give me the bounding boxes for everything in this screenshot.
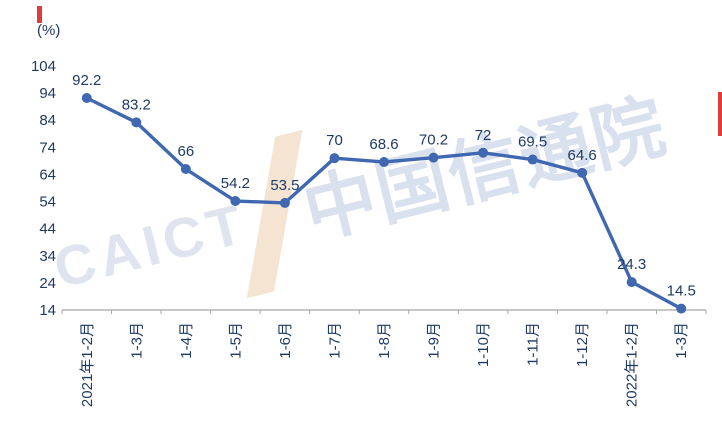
x-category-label: 1-6月 [277, 322, 294, 359]
x-category-label: 1-9月 [426, 322, 443, 359]
data-label: 70.2 [419, 132, 448, 149]
data-label: 14.5 [667, 283, 696, 300]
y-tick-label: 84 [39, 112, 56, 129]
y-tick-label: 94 [39, 85, 56, 102]
y-axis-unit-label: (%) [37, 22, 61, 39]
x-category-label: 1-3月 [673, 322, 690, 359]
data-label: 24.3 [617, 256, 646, 273]
y-tick-label: 34 [39, 248, 56, 265]
x-category-label: 1-12月 [574, 322, 591, 367]
x-category-label: 1-8月 [376, 322, 393, 359]
y-tick-label: 14 [39, 302, 56, 319]
x-category-label: 1-11月 [525, 322, 542, 366]
y-tick-label: 104 [31, 58, 56, 75]
data-label: 66 [178, 143, 195, 160]
data-point [81, 92, 92, 103]
data-label: 54.2 [221, 175, 250, 192]
data-label: 92.2 [72, 72, 101, 89]
x-category-label: 1-7月 [326, 322, 343, 359]
x-category-label: 2022年1-2月 [624, 322, 641, 407]
y-tick-label: 54 [39, 194, 56, 211]
data-point [131, 117, 142, 128]
data-point [478, 147, 489, 158]
data-label: 69.5 [518, 134, 547, 151]
data-point [428, 152, 439, 163]
x-category-label: 1-5月 [227, 322, 244, 359]
data-point [230, 196, 241, 207]
x-category-label: 2021年1-2月 [79, 322, 96, 407]
data-label: 70 [326, 132, 343, 149]
y-tick-label: 64 [39, 166, 56, 183]
x-category-label: 1-10月 [475, 322, 492, 367]
data-point [676, 303, 687, 314]
data-label: 72 [475, 127, 492, 144]
red-marker-right-edge [718, 92, 722, 136]
data-point [577, 167, 588, 178]
data-point [329, 153, 340, 164]
data-label: 64.6 [568, 147, 597, 164]
y-tick-label: 44 [39, 221, 56, 238]
trend-line [85, 96, 683, 311]
data-point [626, 277, 637, 288]
data-label: 53.5 [270, 177, 299, 194]
y-tick-label: 24 [39, 275, 56, 292]
data-label: 83.2 [122, 96, 151, 113]
data-point [527, 154, 538, 165]
x-category-label: 1-3月 [128, 322, 145, 359]
data-point [180, 164, 191, 175]
data-point [379, 156, 389, 167]
data-label: 68.6 [369, 136, 398, 153]
x-category-label: 1-4月 [178, 322, 195, 359]
red-marker-top-left [37, 6, 42, 23]
y-tick-label: 74 [39, 139, 56, 156]
data-point [279, 197, 290, 208]
